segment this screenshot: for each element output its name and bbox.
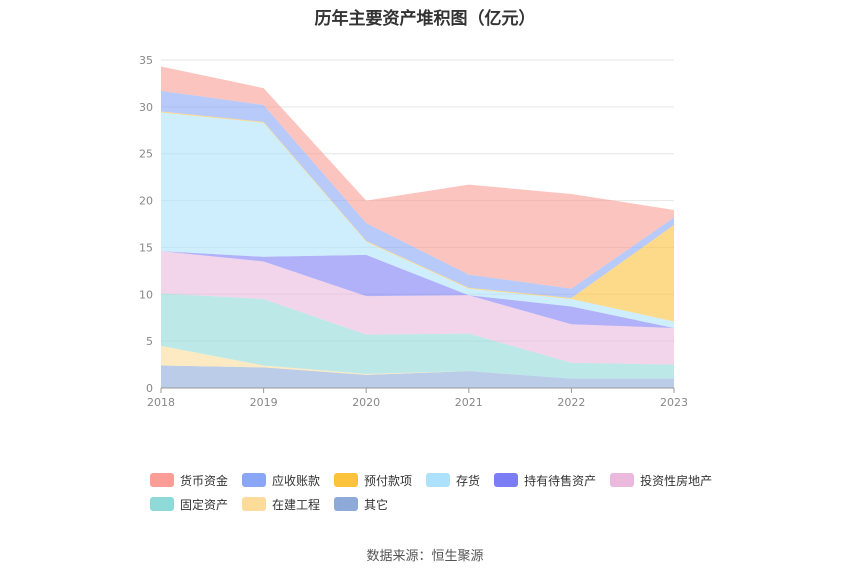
y-tick-label: 35: [139, 54, 153, 67]
legend-item[interactable]: 货币资金: [150, 472, 228, 488]
y-tick-label: 10: [139, 288, 153, 301]
x-tick-label: 2020: [352, 396, 380, 409]
legend-item[interactable]: 存货: [426, 472, 480, 488]
legend-item[interactable]: 其它: [334, 496, 388, 512]
x-tick-label: 2019: [250, 396, 278, 409]
area-series-8: [161, 66, 674, 289]
source-caption: 数据来源：恒生聚源: [366, 549, 484, 564]
legend-item[interactable]: 应收账款: [242, 472, 320, 488]
legend-label: 在建工程: [272, 497, 321, 512]
legend-swatch: [242, 473, 267, 487]
legend-swatch: [150, 473, 174, 487]
y-tick-label: 25: [139, 148, 153, 161]
area-series-4: [161, 251, 674, 329]
legend-label: 预付款项: [364, 473, 413, 488]
x-tick-label: 2023: [660, 396, 688, 409]
area-series-7: [161, 90, 674, 299]
legend-swatch: [334, 497, 359, 511]
area-series-6: [161, 111, 674, 322]
legend-item[interactable]: 投资性房地产: [610, 472, 712, 488]
legend-item[interactable]: 在建工程: [242, 496, 320, 512]
y-tick-label: 20: [139, 195, 153, 208]
y-tick-label: 0: [146, 382, 153, 395]
legend-label: 其它: [364, 497, 389, 512]
legend-item[interactable]: 预付款项: [334, 472, 412, 488]
legend-label: 投资性房地产: [640, 473, 713, 488]
legend-swatch: [610, 473, 635, 487]
x-tick-label: 2021: [455, 396, 483, 409]
legend-label: 货币资金: [180, 473, 229, 488]
legend-item[interactable]: 持有待售资产: [494, 472, 596, 488]
legend-swatch: [150, 497, 174, 511]
legend-swatch: [426, 473, 451, 487]
legend-label: 固定资产: [180, 497, 229, 512]
area-series-2: [161, 293, 674, 379]
area-series-5: [161, 112, 674, 329]
legend-label: 应收账款: [272, 473, 321, 488]
y-tick-label: 5: [146, 335, 153, 348]
x-tick-label: 2022: [557, 396, 585, 409]
legend-swatch: [242, 497, 267, 511]
axis-layer: 0 5 10 15 20 25 30 35 2018 2019 2020 2021 2022 2023: [139, 54, 688, 409]
area-layer: [161, 66, 674, 388]
chart-title: 历年主要资产堆积图（亿元）: [314, 9, 536, 29]
area-series-3: [161, 251, 674, 365]
legend-swatch: [494, 473, 519, 487]
y-tick-label: 30: [139, 101, 153, 114]
legend-label: 存货: [456, 473, 481, 488]
x-tick-label: 2018: [147, 396, 175, 409]
legend-swatch: [334, 473, 359, 487]
legend: 货币资金 应收账款 预付款项 存货 持有待售资产 投资性房地产固定资产 在建工程 其它: [150, 472, 730, 512]
legend-label: 持有待售资产: [524, 473, 597, 488]
legend-item[interactable]: 固定资产: [150, 496, 228, 512]
y-tick-label: 15: [139, 241, 153, 254]
area-series-0: [161, 365, 674, 388]
